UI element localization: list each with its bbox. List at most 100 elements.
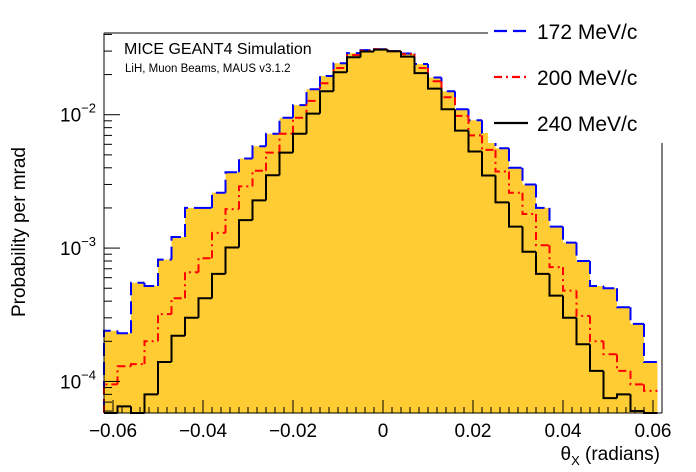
- x-tick-label-4: 0.02: [455, 421, 492, 442]
- y-tick-label-2: 10−2: [60, 101, 96, 127]
- series-2-bin-4: [157, 361, 172, 395]
- series-0-bin-30: [508, 148, 523, 169]
- y-axis-label: Probability per mrad: [9, 147, 30, 317]
- y-tick-base: 10: [60, 106, 81, 127]
- series-0-bin-40: [643, 323, 658, 363]
- series-0-bin-23: [413, 53, 428, 65]
- series-0-bin-10: [238, 157, 253, 173]
- series-0-bin-16: [319, 75, 334, 90]
- series-2-bin-23: [413, 56, 428, 75]
- series-2-bin-31: [521, 226, 536, 253]
- series-0-bin-13: [278, 116, 293, 134]
- y-tick-exponent: −2: [81, 101, 96, 116]
- series-2-bin-33: [548, 273, 563, 297]
- x-tick-label-6: 0.06: [635, 421, 672, 442]
- series-2-bin-13: [278, 151, 293, 176]
- series-2-bin-5: [170, 334, 185, 362]
- x-tick-label-5: 0.04: [545, 421, 582, 442]
- y-tick-base: 10: [60, 372, 81, 393]
- series-0-fill: [104, 49, 658, 413]
- series-0-bin-12: [265, 132, 280, 147]
- series-0-bin-6: [184, 206, 199, 237]
- series-1-bin-28: [481, 135, 496, 151]
- series-2-bin-30: [508, 202, 523, 228]
- series-1-bin-34: [562, 267, 577, 292]
- series-1-bin-25: [440, 81, 455, 99]
- series-2-bin-37: [602, 370, 617, 400]
- series-0-bin-1: [116, 330, 131, 335]
- series-2-bin-27: [467, 130, 482, 153]
- series-2-bin-24: [427, 73, 442, 90]
- series-1-bin-30: [508, 171, 523, 194]
- series-1-bin-0: [103, 383, 118, 413]
- series-1-bin-4: [157, 313, 172, 342]
- x-tick-label-0: −0.06: [89, 421, 137, 442]
- series-0-bin-14: [292, 104, 307, 118]
- series-1-bin-37: [602, 341, 617, 356]
- series-0-bin-11: [251, 145, 266, 159]
- series-0-bin-8: [211, 191, 226, 208]
- legend-label-1: 200 MeV/c: [537, 67, 637, 90]
- legend-label-0: 172 MeV/c: [537, 21, 637, 44]
- annotation-subtitle: LiH, Muon Beams, MAUS v3.1.2: [125, 63, 291, 75]
- series-2-bin-32: [535, 251, 550, 275]
- series-0-bin-38: [616, 288, 631, 309]
- series-0-bin-36: [589, 261, 604, 287]
- series-2-bin-20: [373, 48, 388, 52]
- series-2-bin-8: [211, 272, 226, 299]
- series-0-bin-39: [629, 307, 644, 325]
- filled-area-layer: [104, 49, 658, 413]
- series-1-bin-10: [238, 185, 253, 210]
- series-2-bin-34: [562, 295, 577, 319]
- series-0-bin-32: [535, 184, 550, 209]
- series-1-bin-13: [278, 132, 293, 153]
- y-tick-exponent: −3: [81, 234, 96, 249]
- x-tick-label-2: −0.02: [269, 421, 317, 442]
- series-1-bin-3: [143, 340, 158, 365]
- series-0-bin-15: [305, 88, 320, 106]
- x-tick-label-1: −0.04: [179, 421, 228, 442]
- series-0-bin-34: [562, 226, 577, 244]
- series-0-bin-33: [548, 207, 563, 228]
- series-1-bin-15: [305, 99, 320, 118]
- series-2-bin-12: [265, 174, 280, 201]
- series-1-bin-7: [197, 257, 212, 273]
- series-0-bin-31: [521, 167, 536, 186]
- series-0-bin-35: [575, 242, 590, 262]
- series-2-bin-14: [292, 132, 307, 153]
- series-2-bin-7: [197, 297, 212, 318]
- series-2-bin-29: [494, 175, 509, 204]
- series-0-bin-4: [157, 258, 172, 286]
- series-2-bin-38: [616, 393, 631, 399]
- y-tick-label-1: 10−3: [60, 234, 96, 260]
- y-tick-exponent: −4: [81, 367, 96, 382]
- series-2-bin-16: [319, 90, 334, 114]
- series-0-bin-5: [170, 236, 185, 260]
- series-1-bin-14: [292, 116, 307, 134]
- series-1-bin-29: [494, 149, 509, 173]
- series-0-bin-2: [130, 281, 145, 334]
- series-lines-layer: [103, 48, 658, 414]
- series-2-bin-35: [575, 317, 590, 346]
- x-axis-label-unit: (radians): [580, 444, 660, 465]
- annotation-title: MICE GEANT4 Simulation: [124, 41, 312, 58]
- series-1-bin-5: [170, 297, 185, 315]
- x-axis-label-subscript: X: [571, 453, 580, 468]
- legend: 172 MeV/c 200 MeV/c 240 MeV/c: [488, 11, 660, 143]
- series-0-bin-26: [454, 91, 469, 111]
- series-1-bin-31: [521, 192, 536, 215]
- series-2-bin-21: [386, 49, 401, 53]
- series-2-bin-36: [589, 344, 604, 372]
- series-2-bin-11: [251, 199, 266, 221]
- series-0-bins: [103, 48, 658, 413]
- series-2-bin-28: [481, 151, 496, 177]
- x-tick-label-3: 0: [378, 421, 389, 442]
- series-2-bin-19: [359, 50, 374, 58]
- series-1-bin-9: [224, 208, 239, 233]
- series-0-bin-3: [143, 282, 158, 287]
- series-2-bin-26: [454, 109, 469, 132]
- series-1-bin-38: [616, 354, 631, 372]
- series-1-bin-39: [629, 370, 644, 386]
